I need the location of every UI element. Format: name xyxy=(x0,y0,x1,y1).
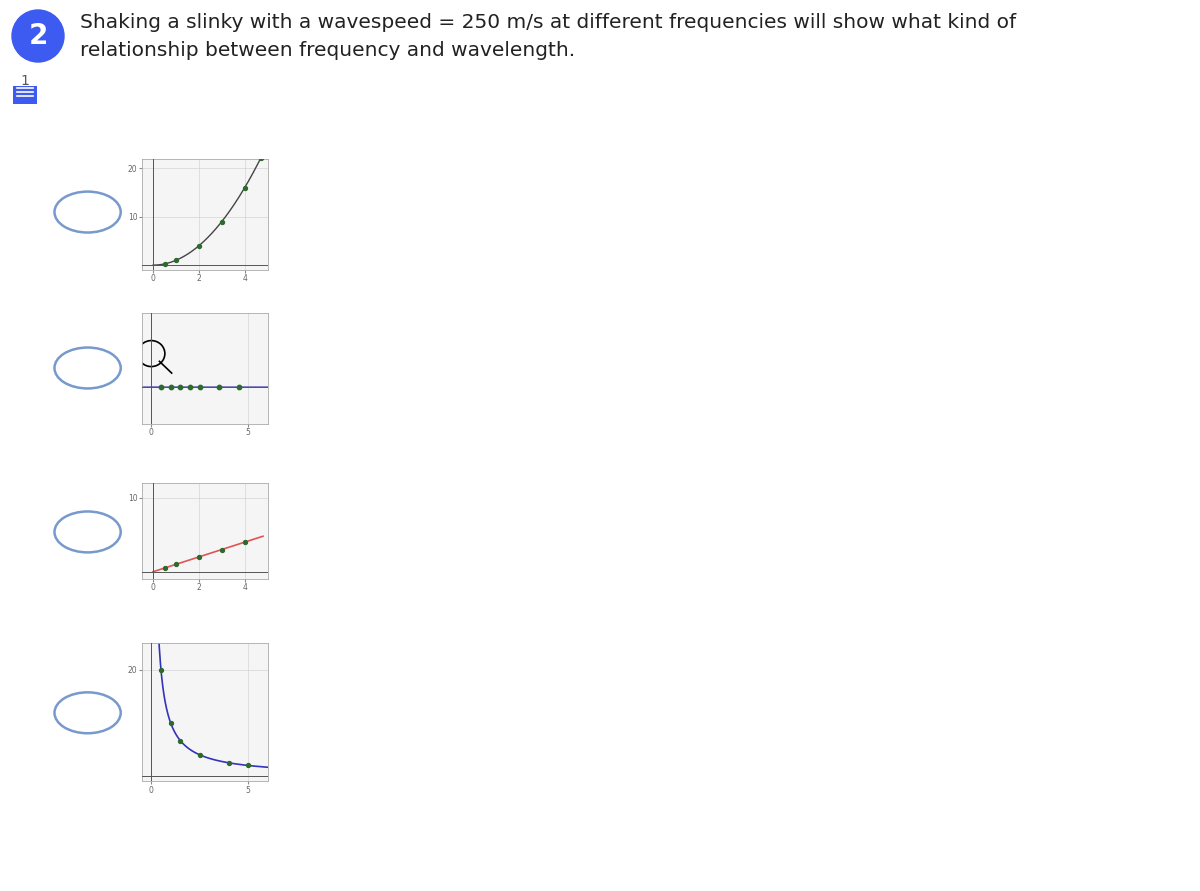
Point xyxy=(155,561,174,576)
Point xyxy=(229,380,248,394)
Point xyxy=(210,380,229,394)
Point xyxy=(235,181,254,195)
Point xyxy=(212,215,232,229)
Point xyxy=(190,748,209,762)
FancyBboxPatch shape xyxy=(13,86,37,104)
Point xyxy=(220,756,239,770)
Point xyxy=(151,663,170,677)
Point xyxy=(180,380,199,394)
Point xyxy=(190,380,209,394)
Point xyxy=(167,253,186,267)
Point xyxy=(239,758,258,772)
Point xyxy=(235,535,254,549)
Point xyxy=(212,543,232,557)
Point xyxy=(167,557,186,571)
Ellipse shape xyxy=(12,10,64,62)
Point xyxy=(190,550,209,564)
Point xyxy=(151,380,170,394)
Point xyxy=(170,380,190,394)
Point xyxy=(161,380,180,394)
Point xyxy=(170,733,190,748)
Point xyxy=(251,151,270,166)
Point xyxy=(161,715,180,730)
Text: relationship between frequency and wavelength.: relationship between frequency and wavel… xyxy=(80,42,575,61)
Point xyxy=(155,257,174,271)
Text: 1: 1 xyxy=(20,74,30,88)
Point xyxy=(190,239,209,253)
Text: Shaking a slinky with a wavespeed = 250 m/s at different frequencies will show w: Shaking a slinky with a wavespeed = 250 … xyxy=(80,13,1016,32)
Text: 2: 2 xyxy=(29,22,48,50)
